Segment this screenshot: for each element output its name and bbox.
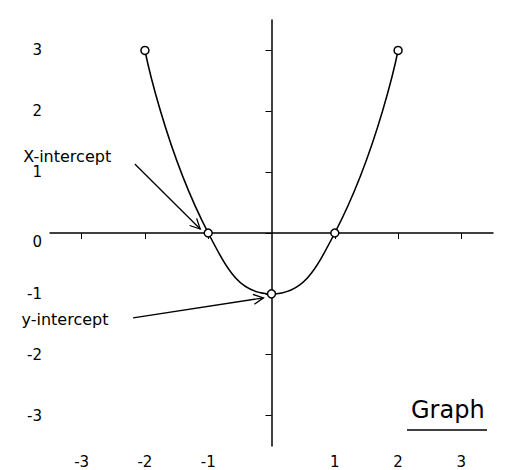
svg-text:Graph: Graph (411, 396, 485, 424)
svg-text:1: 1 (330, 453, 340, 470)
svg-text:-1: -1 (27, 285, 42, 303)
svg-text:-3: -3 (74, 453, 89, 470)
svg-text:-1: -1 (201, 453, 216, 470)
svg-text:0: 0 (32, 233, 42, 251)
svg-text:2: 2 (393, 453, 403, 470)
svg-text:y-intercept: y-intercept (22, 310, 109, 329)
svg-text:1: 1 (32, 163, 42, 181)
svg-text:X-intercept: X-intercept (23, 146, 112, 166)
svg-text:3: 3 (457, 453, 467, 470)
svg-text:3: 3 (32, 41, 42, 59)
svg-text:-3: -3 (27, 407, 42, 425)
svg-text:-2: -2 (137, 453, 152, 470)
svg-text:2: 2 (32, 102, 42, 120)
svg-text:-2: -2 (27, 346, 42, 364)
